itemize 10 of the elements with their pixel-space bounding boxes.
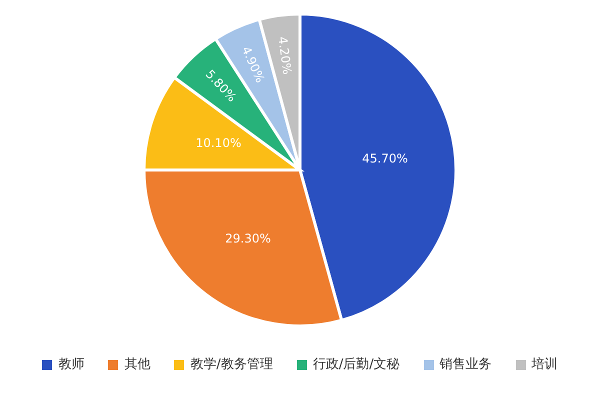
data-label: 10.10% [196,136,242,150]
legend-label: 教学/教务管理 [189,356,273,373]
legend-label: 培训 [530,356,558,373]
legend-label: 其他 [123,356,150,373]
data-label: 45.70% [362,151,408,166]
legend-label: 教师 [57,356,84,373]
legend-label: 销售业务 [438,356,492,373]
legend-label: 行政/后勤/文秘 [312,356,400,373]
data-label: 29.30% [225,231,271,246]
data-label: 4.20% [275,36,294,76]
